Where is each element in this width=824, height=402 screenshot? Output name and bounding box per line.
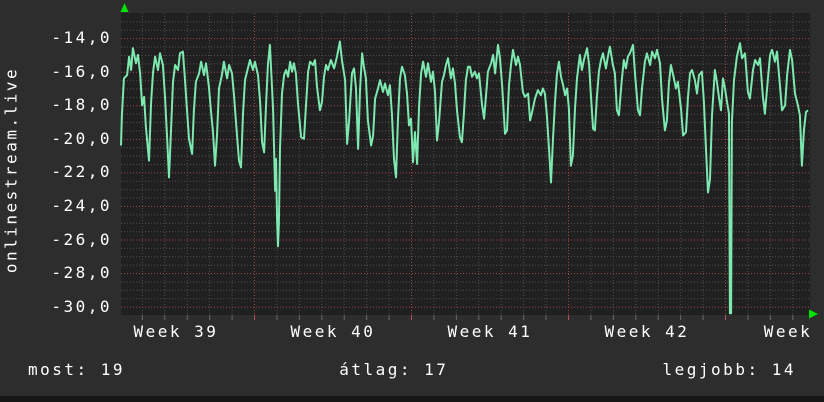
x-axis-arrow-right-icon [809,309,818,319]
signal-line [120,40,809,315]
y-tick-label: -28,0 [51,263,112,283]
y-tick-label: -30,0 [51,296,112,316]
bottom-strip [0,396,824,402]
y-tick-label: -26,0 [51,229,112,249]
x-tick-label: Week 40 [290,322,376,341]
y-axis-arrow-up-icon [120,3,129,12]
y-tick-label: -16,0 [51,61,112,81]
x-tick-label: Week 42 [604,322,690,341]
y-tick-label: -20,0 [51,128,112,148]
stat-most: most: 19 [28,360,126,379]
y-tick-label: -14,0 [51,28,112,48]
stats-footer: most: 19 átlag: 17 legjobb: 14 [0,360,824,379]
y-tick-label: -24,0 [51,195,112,215]
stat-atlag: átlag: 17 [339,360,449,379]
x-tick-label: Week 41 [447,322,533,341]
x-tick-label: Week [763,322,813,341]
x-tick-label: Week 39 [133,322,219,341]
y-tick-label: -22,0 [51,162,112,182]
y-tick-label: -18,0 [51,95,112,115]
stat-legjobb: legjobb: 14 [662,360,796,379]
